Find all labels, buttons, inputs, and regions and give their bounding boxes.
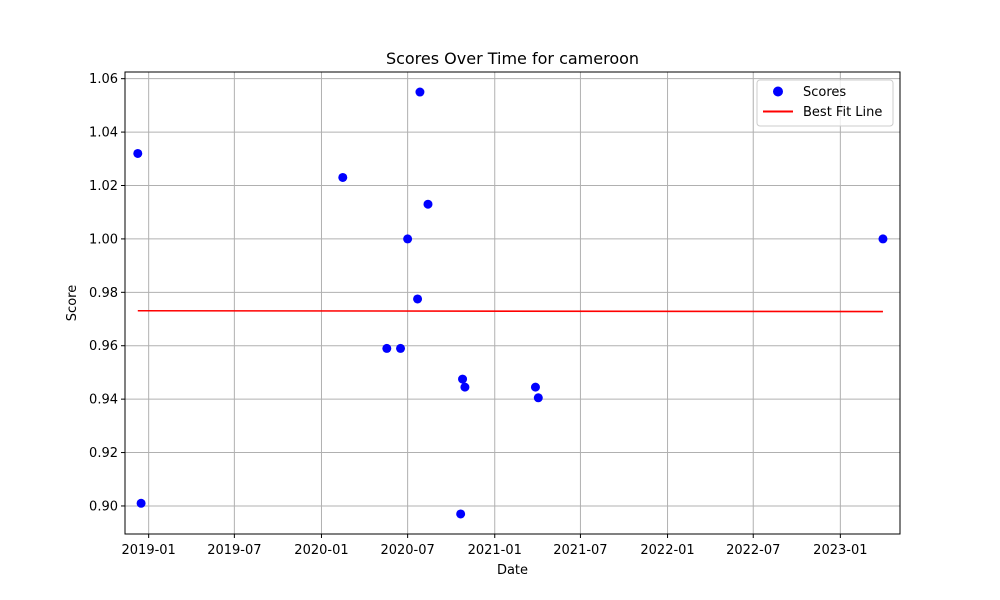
score-point (423, 199, 433, 209)
legend-box (756, 79, 894, 127)
score-point (136, 498, 146, 508)
plot-series (133, 87, 888, 519)
x-tick-label: 2022-01 (640, 543, 694, 558)
grid (125, 72, 900, 534)
y-tick-label: 1.06 (89, 72, 118, 87)
legend-scores-label: Scores (803, 85, 846, 100)
x-tick-label: 2023-01 (813, 543, 867, 558)
score-point (338, 172, 348, 182)
x-tick-label: 2022-07 (726, 543, 780, 558)
y-tick-label: 1.02 (89, 179, 118, 194)
y-tick-label: 0.92 (89, 446, 118, 461)
score-point (133, 148, 143, 158)
y-tick-label: 0.94 (89, 393, 118, 408)
y-axis-ticks: 0.90 0.92 0.94 0.96 0.98 1.00 1.02 1.04 1.06 (89, 72, 125, 514)
score-point (396, 343, 406, 353)
x-tick-label: 2020-07 (380, 543, 434, 558)
score-point (403, 234, 413, 244)
legend-scores-marker (773, 86, 783, 97)
score-point (530, 382, 540, 392)
y-tick-label: 0.98 (89, 286, 118, 301)
legend-best-fit-line-label: Best Fit Line (803, 105, 882, 120)
y-tick-label: 0.90 (89, 499, 118, 514)
y-tick-label: 0.96 (89, 339, 118, 354)
plot-frame (124, 71, 901, 535)
score-point (458, 374, 468, 384)
chart-title: Scores Over Time for cameroon (386, 49, 639, 68)
score-point (382, 343, 392, 353)
x-axis-title: Date (497, 563, 528, 578)
x-tick-label: 2019-07 (207, 543, 261, 558)
legend: Scores Best Fit Line (756, 79, 894, 127)
score-point (415, 87, 425, 97)
y-tick-label: 1.04 (89, 126, 118, 141)
score-point (413, 294, 423, 304)
x-tick-label: 2020-01 (294, 543, 348, 558)
y-axis-title: Score (65, 285, 80, 321)
y-tick-label: 1.00 (89, 232, 118, 247)
score-point (878, 234, 888, 244)
score-point (460, 382, 470, 392)
score-point (533, 393, 543, 403)
x-tick-label: 2019-01 (122, 543, 176, 558)
best-fit-line (137, 309, 883, 313)
x-tick-label: 2021-01 (468, 543, 522, 558)
x-tick-label: 2021-07 (553, 543, 607, 558)
x-axis-ticks: 2019-01 2019-07 2020-01 2020-07 2021-01 2021-… (122, 534, 868, 558)
score-point (456, 509, 466, 519)
